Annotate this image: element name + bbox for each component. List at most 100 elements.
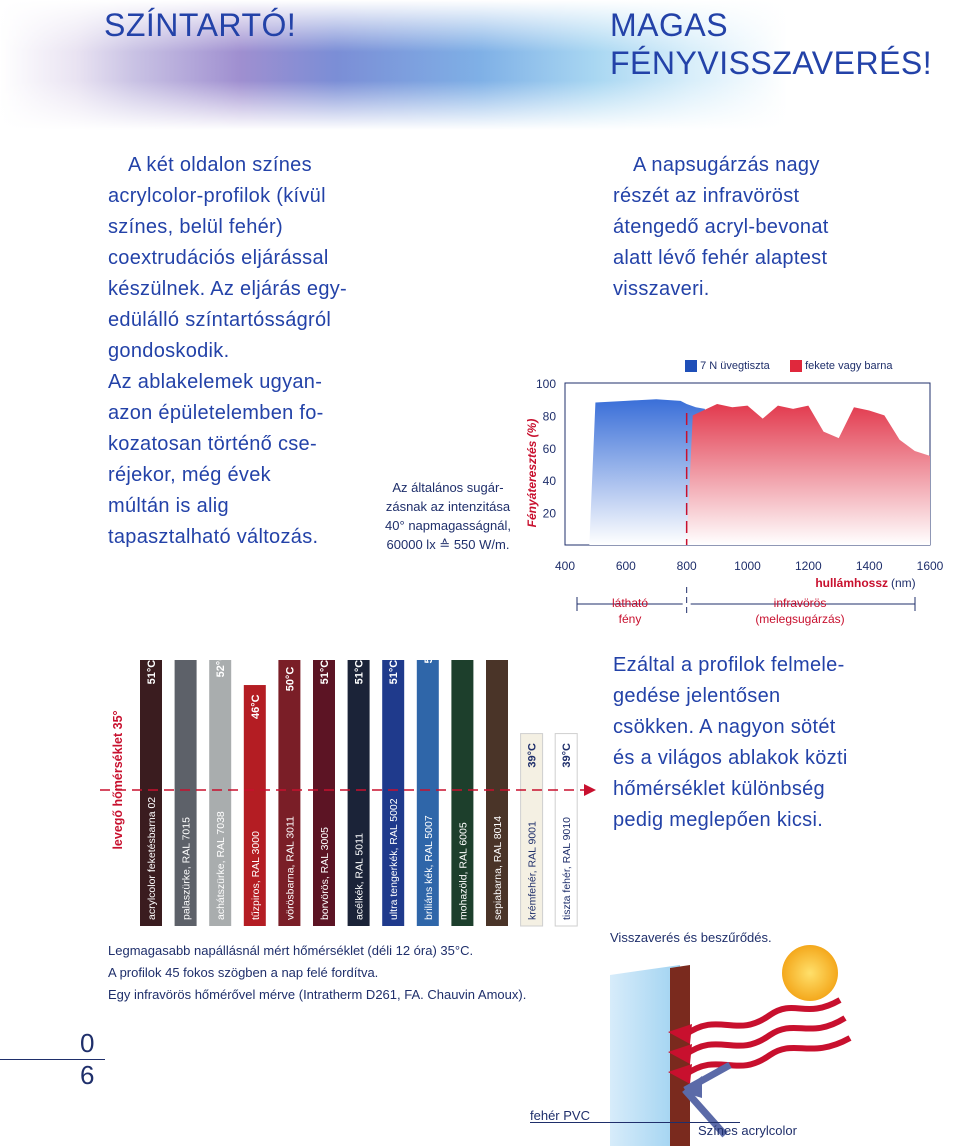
intro-paragraph-line: múltán is alig (108, 495, 229, 517)
color-name-label: mohazöld, RAL 6005 (457, 822, 469, 920)
reflection-paragraph-line: részét az infravöröst (613, 185, 800, 207)
intro-paragraph-line: coextrudációs eljárással (108, 247, 329, 269)
color-name-label: borvörös, RAL 3005 (319, 827, 331, 920)
white-pvc-layer (610, 965, 680, 1146)
header-gradient-band (0, 0, 960, 130)
temp-bar (140, 660, 162, 926)
reflection-paragraph-line: visszaveri. (613, 278, 710, 300)
intro-paragraph: A két oldalon színes acrylcolor-profilok … (108, 150, 368, 553)
infrared-ray-2 (683, 1015, 847, 1058)
temp-value-label: 54°C (423, 660, 435, 664)
temp-value-label: 46°C (250, 694, 262, 719)
color-name-label: krémfehér, RAL 9001 (527, 821, 539, 920)
radiation-note-line: 40° napmagasságnál, (385, 518, 511, 533)
visible-light-label: fény (619, 612, 642, 626)
temp-value-label: 50°C (284, 667, 296, 692)
temp-value-label: 52°C (215, 660, 227, 677)
temp-bar (174, 660, 197, 926)
arrow-head-1 (668, 1024, 692, 1044)
result-paragraph-line: Ezáltal a profilok felmele- (613, 654, 845, 676)
visible-light-label: látható (612, 596, 648, 610)
temp-value-label: 39°C (527, 743, 539, 768)
intro-paragraph-line: gondoskodik. (108, 340, 230, 362)
x-tick-label: 1200 (795, 559, 822, 573)
footnote-line: A profilok 45 fokos szögben a nap felé f… (108, 965, 379, 980)
x-tick-label: 1400 (856, 559, 883, 573)
arrow-head-3 (668, 1064, 692, 1084)
y-tick-label: 80 (543, 409, 557, 423)
sun-icon (782, 945, 838, 1001)
legend-clear: 7 N üvegtiszta (685, 360, 770, 373)
intro-paragraph-line: kozatosan történő cse- (108, 433, 317, 455)
reflection-paragraph-line: A napsugárzás nagy (633, 154, 820, 176)
temp-value-label: 51°C (146, 660, 158, 684)
radiation-note-line: Az általános sugár- (392, 480, 504, 495)
radiation-note-line: zásnak az intenzitása (385, 499, 511, 514)
temp-bar (313, 660, 335, 926)
infrared-label: infravörös (774, 596, 827, 610)
temp-bar (486, 660, 508, 926)
intro-paragraph-line: színes, belül fehér) (108, 216, 283, 238)
series-area-1 (589, 399, 705, 545)
page-number-first-digit: 0 (80, 1028, 95, 1058)
reflection-paragraph-line: alatt lévő fehér alaptest (613, 247, 828, 269)
x-axis-label: hullámhossz (815, 576, 888, 590)
heading-left: SZÍNTARTÓ! (104, 7, 297, 43)
spectrum-chart: 100 80 60 40 20 400 600 800 1000 1200 1400 1600 Fény… (525, 377, 944, 626)
intro-paragraph-line: azon épületelemben fo- (108, 402, 324, 424)
legend-swatch-dark (790, 360, 802, 373)
x-tick-label: 1600 (917, 559, 944, 573)
temp-value-label: 51°C (388, 660, 400, 684)
temp-bar (347, 660, 370, 926)
infrared-ray-3 (683, 1035, 852, 1078)
infrared-label: (melegsugárzás) (755, 612, 844, 626)
page-rule (0, 1059, 105, 1060)
intro-paragraph-line: Az ablakelemek ugyan- (108, 371, 323, 393)
reflection-paragraph-line: átengedő acryl-bevonat (613, 216, 829, 238)
result-paragraph-line: és a világos ablakok közti (613, 747, 848, 769)
temp-value-label: 39°C (561, 743, 573, 768)
temp-bar (209, 660, 232, 926)
temp-bar (554, 733, 578, 927)
temperature-footnote: Legmagasabb napállásnál mért hőmérséklet… (108, 940, 588, 1006)
y-tick-label: 20 (543, 507, 557, 521)
footnote-line: Legmagasabb napállásnál mért hőmérséklet… (108, 943, 474, 958)
pvc-leader-line (530, 1122, 740, 1123)
intro-paragraph-line: edülálló színtartósságról (108, 309, 332, 331)
x-tick-label: 1000 (734, 559, 761, 573)
air-temperature-label: levegő hőmérséklet 35° (111, 710, 125, 849)
reflection-diagram (610, 945, 852, 1146)
result-paragraph-line: pedig meglepően kicsi. (613, 809, 824, 831)
page-number-second-digit: 6 (80, 1060, 95, 1090)
acryl-label: Színes acrylcolor (698, 1123, 797, 1138)
temp-bar (416, 660, 439, 926)
temp-bar (520, 733, 544, 927)
color-name-label: tiszta fehér, RAL 9010 (561, 817, 573, 920)
diagram-title: Visszaverés és beszűrődés. (610, 930, 772, 945)
color-name-label: ultra tengerkék, RAL 5002 (388, 798, 400, 920)
x-axis-unit: (nm) (891, 576, 916, 590)
y-tick-label: 60 (543, 442, 557, 456)
color-name-label: briliáns kék, RAL 5007 (423, 815, 435, 920)
y-axis-label: Fényáteresztés (%) (525, 419, 539, 528)
air-temperature-arrow (584, 784, 596, 796)
legend-swatch-clear (685, 360, 697, 373)
intro-paragraph-line: acrylcolor-profilok (kívül (108, 185, 326, 207)
intro-paragraph-line: tapasztalható változás. (108, 526, 319, 548)
temp-bar (278, 660, 301, 926)
color-name-label: tűzpiros, RAL 3000 (250, 831, 262, 920)
x-tick-label: 800 (677, 559, 697, 573)
reflect-arrow-head (682, 1076, 702, 1098)
color-name-label: vörösbarna, RAL 3011 (284, 816, 296, 920)
color-name-label: sepiabarna, RAL 8014 (492, 816, 504, 920)
reflected-ray-in (682, 1087, 728, 1138)
color-name-label: acélkék, RAL 5011 (354, 833, 366, 920)
result-paragraph-line: gedése jelentősen (613, 685, 781, 707)
y-tick-label: 100 (536, 377, 556, 391)
y-tick-label: 40 (543, 474, 557, 488)
legend-label-clear: 7 N üvegtiszta (700, 360, 770, 372)
temp-bar (243, 685, 266, 926)
result-paragraph: Ezáltal a profilok felmele-gedése jelent… (613, 650, 923, 836)
footnote-line: Egy infravörös hőmérővel mérve (Intrathe… (108, 987, 527, 1002)
